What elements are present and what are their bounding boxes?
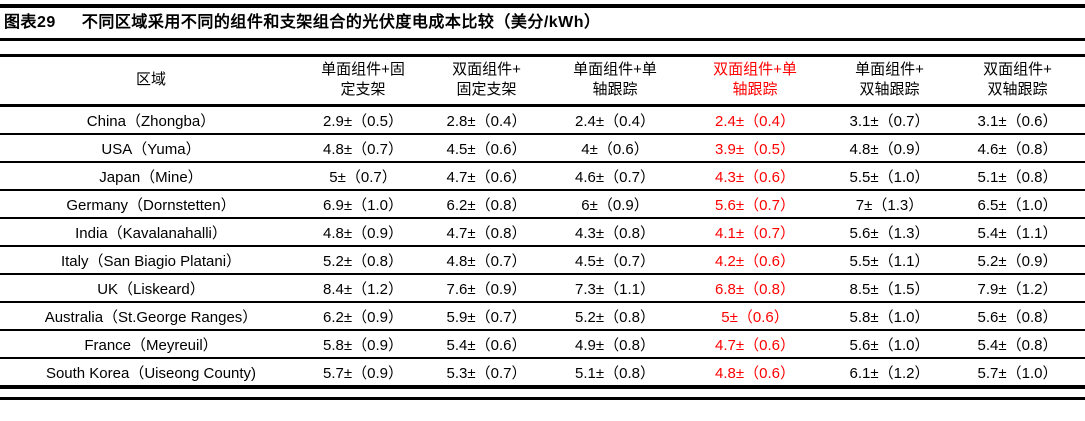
region-cell: India（Kavalanahalli） (0, 218, 302, 247)
column-header: 单面组件+固 定支架 (302, 55, 424, 107)
figure-title-text: 不同区域采用不同的组件和支架组合的光伏度电成本比较（美分/kWh） (81, 14, 601, 31)
value-cell: 4.9±（0.8） (549, 330, 681, 359)
value-cell: 5.3±（0.7） (424, 358, 549, 389)
column-header: 单面组件+单 轴跟踪 (549, 55, 681, 107)
table-row: China（Zhongba） 2.9±（0.5） 2.8±（0.4） 2.4±（0.4… (0, 105, 1085, 135)
value-cell: 5.8±（0.9） (302, 330, 424, 359)
value-cell: 3.1±（0.6） (950, 105, 1085, 135)
value-cell: 8.5±（1.5） (829, 274, 950, 303)
value-cell: 4.1±（0.7） (681, 218, 829, 247)
table-row: India（Kavalanahalli） 4.8±（0.9） 4.7±（0.8） 4.… (0, 218, 1085, 247)
value-cell: 6.9±（1.0） (302, 190, 424, 219)
value-cell: 6.8±（0.8） (681, 274, 829, 303)
column-header: 双面组件+单 轴跟踪 (681, 55, 829, 107)
table-row: Italy（San Biagio Platani） 5.2±（0.8） 4.8±（0… (0, 246, 1085, 275)
value-cell: 4.7±（0.8） (424, 218, 549, 247)
region-cell: UK（Liskeard） (0, 274, 302, 303)
region-cell: Italy（San Biagio Platani） (0, 246, 302, 275)
column-header-region: 区域 (0, 55, 302, 107)
figure-title: 图表29 不同区域采用不同的组件和支架组合的光伏度电成本比较（美分/kWh） (0, 4, 1085, 41)
value-cell: 5.4±（0.6） (424, 330, 549, 359)
figure-number-label: 图表29 (4, 14, 56, 31)
value-cell: 4.7±（0.6） (424, 162, 549, 191)
value-cell: 5.6±（1.0） (829, 330, 950, 359)
value-cell: 7.3±（1.1） (549, 274, 681, 303)
table-header-row: 区域 单面组件+固 定支架 双面组件+ 固定支架 单面组件+单 轴跟踪 双面组件+单 轴… (0, 55, 1085, 107)
column-header: 双面组件+ 双轴跟踪 (950, 55, 1085, 107)
value-cell: 5.4±（0.8） (950, 330, 1085, 359)
value-cell: 5±（0.7） (302, 162, 424, 191)
value-cell: 4.5±（0.6） (424, 134, 549, 163)
value-cell: 5.2±（0.8） (549, 302, 681, 331)
value-cell: 6±（0.9） (549, 190, 681, 219)
table-row: Australia（St.George Ranges） 6.2±（0.9） 5.9±… (0, 302, 1085, 331)
value-cell: 6.5±（1.0） (950, 190, 1085, 219)
value-cell: 2.9±（0.5） (302, 105, 424, 135)
value-cell: 5.6±（0.7） (681, 190, 829, 219)
value-cell: 5±（0.6） (681, 302, 829, 331)
table-row: France（Meyreuil） 5.8±（0.9） 5.4±（0.6） 4.9±（0… (0, 330, 1085, 359)
column-header: 单面组件+ 双轴跟踪 (829, 55, 950, 107)
value-cell: 3.9±（0.5） (681, 134, 829, 163)
table-row: Germany（Dornstetten） 6.9±（1.0） 6.2±（0.8） 6±… (0, 190, 1085, 219)
table-row: UK（Liskeard） 8.4±（1.2） 7.6±（0.9） 7.3±（1.1） 6… (0, 274, 1085, 303)
value-cell: 4.6±（0.7） (549, 162, 681, 191)
region-cell: USA（Yuma） (0, 134, 302, 163)
value-cell: 8.4±（1.2） (302, 274, 424, 303)
value-cell: 4.8±（0.7） (424, 246, 549, 275)
region-cell: Germany（Dornstetten） (0, 190, 302, 219)
value-cell: 4±（0.6） (549, 134, 681, 163)
value-cell: 2.4±（0.4） (681, 105, 829, 135)
table-row: South Korea（Uiseong County) 5.7±（0.9） 5.3±… (0, 358, 1085, 389)
value-cell: 5.1±（0.8） (549, 358, 681, 389)
value-cell: 5.6±（1.3） (829, 218, 950, 247)
column-header: 双面组件+ 固定支架 (424, 55, 549, 107)
value-cell: 7.9±（1.2） (950, 274, 1085, 303)
table-body: China（Zhongba） 2.9±（0.5） 2.8±（0.4） 2.4±（0.4… (0, 105, 1085, 389)
region-cell: Japan（Mine） (0, 162, 302, 191)
table-row: USA（Yuma） 4.8±（0.7） 4.5±（0.6） 4±（0.6） 3.9±（0… (0, 134, 1085, 163)
value-cell: 3.1±（0.7） (829, 105, 950, 135)
value-cell: 6.1±（1.2） (829, 358, 950, 389)
value-cell: 5.2±（0.8） (302, 246, 424, 275)
value-cell: 4.3±（0.8） (549, 218, 681, 247)
value-cell: 5.7±（0.9） (302, 358, 424, 389)
bottom-rule (0, 397, 1085, 400)
value-cell: 4.8±（0.7） (302, 134, 424, 163)
value-cell: 5.8±（1.0） (829, 302, 950, 331)
region-cell: Australia（St.George Ranges） (0, 302, 302, 331)
value-cell: 7.6±（0.9） (424, 274, 549, 303)
value-cell: 7±（1.3） (829, 190, 950, 219)
value-cell: 4.2±（0.6） (681, 246, 829, 275)
value-cell: 4.8±（0.6） (681, 358, 829, 389)
value-cell: 5.1±（0.8） (950, 162, 1085, 191)
value-cell: 4.3±（0.6） (681, 162, 829, 191)
value-cell: 4.8±（0.9） (829, 134, 950, 163)
value-cell: 4.6±（0.8） (950, 134, 1085, 163)
value-cell: 4.8±（0.9） (302, 218, 424, 247)
value-cell: 5.6±（0.8） (950, 302, 1085, 331)
value-cell: 6.2±（0.8） (424, 190, 549, 219)
value-cell: 5.5±（1.0） (829, 162, 950, 191)
region-cell: South Korea（Uiseong County) (0, 358, 302, 389)
value-cell: 4.7±（0.6） (681, 330, 829, 359)
region-cell: France（Meyreuil） (0, 330, 302, 359)
value-cell: 2.8±（0.4） (424, 105, 549, 135)
value-cell: 5.2±（0.9） (950, 246, 1085, 275)
value-cell: 4.5±（0.7） (549, 246, 681, 275)
value-cell: 2.4±（0.4） (549, 105, 681, 135)
table-row: Japan（Mine） 5±（0.7） 4.7±（0.6） 4.6±（0.7） 4.3±… (0, 162, 1085, 191)
lcoe-comparison-table: 区域 单面组件+固 定支架 双面组件+ 固定支架 单面组件+单 轴跟踪 双面组件+单 轴… (0, 54, 1085, 389)
value-cell: 5.4±（1.1） (950, 218, 1085, 247)
value-cell: 5.9±（0.7） (424, 302, 549, 331)
region-cell: China（Zhongba） (0, 105, 302, 135)
value-cell: 5.7±（1.0） (950, 358, 1085, 389)
value-cell: 6.2±（0.9） (302, 302, 424, 331)
value-cell: 5.5±（1.1） (829, 246, 950, 275)
